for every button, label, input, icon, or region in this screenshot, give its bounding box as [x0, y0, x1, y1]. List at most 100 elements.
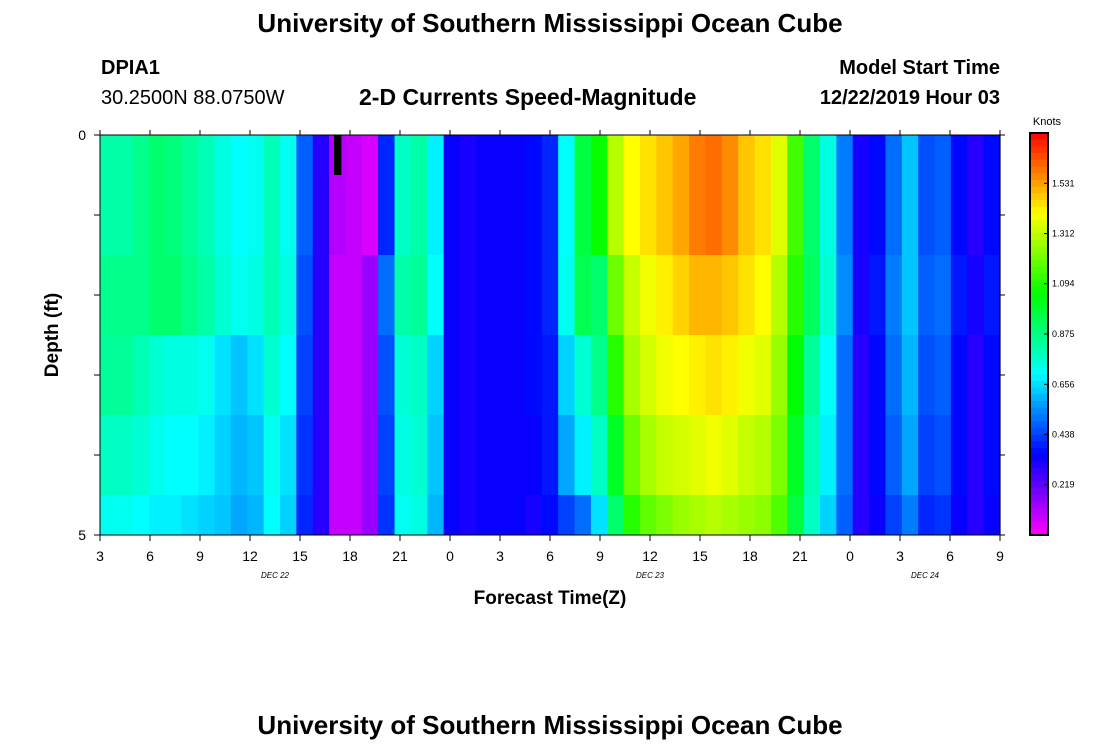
colorbar-swatch: [1030, 334, 1048, 342]
x-tick-label: 3: [96, 548, 104, 564]
heatmap-cell: [132, 415, 150, 495]
heatmap-cell: [901, 255, 919, 335]
heatmap-cell: [492, 415, 510, 495]
missing-data-cell: [334, 135, 342, 175]
station-id: DPIA1: [101, 57, 160, 79]
heatmap-cell: [901, 415, 919, 495]
heatmap-cell: [640, 135, 657, 255]
x-tick-label: 15: [292, 548, 308, 564]
heatmap-cell: [836, 135, 854, 255]
heatmap-cell: [934, 135, 952, 255]
heatmap-cell: [590, 415, 608, 495]
heatmap-cell: [950, 135, 968, 255]
heatmap-cell: [705, 135, 723, 255]
heatmap-cell: [214, 335, 232, 415]
heatmap-cell: [427, 255, 445, 335]
heatmap-cell: [329, 135, 347, 255]
heatmap-cell: [165, 135, 183, 255]
heatmap-cell: [623, 495, 641, 535]
heatmap-cell: [918, 495, 936, 535]
heatmap-cell: [460, 415, 477, 495]
heatmap-cell: [100, 135, 117, 255]
heatmap-cell: [574, 495, 592, 535]
heatmap-cell: [263, 335, 281, 415]
heatmap-cell: [770, 255, 788, 335]
colorbar-swatch: [1030, 468, 1048, 476]
colorbar-swatch: [1030, 488, 1048, 496]
heatmap-cell: [525, 135, 543, 255]
colorbar-swatch: [1030, 407, 1048, 415]
station-coordinates: 30.2500N 88.0750W: [101, 87, 285, 109]
heatmap-cell: [967, 415, 985, 495]
heatmap-cell: [149, 255, 167, 335]
heatmap-cell: [754, 335, 772, 415]
heatmap-cell: [820, 135, 837, 255]
heatmap-cell: [263, 415, 281, 495]
colorbar-tick-label: 1.094: [1052, 279, 1075, 289]
heatmap-cell: [541, 255, 559, 335]
heatmap-cell: [263, 495, 281, 535]
heatmap-cell: [934, 415, 952, 495]
heatmap-cell: [361, 495, 379, 535]
colorbar-swatch: [1030, 226, 1048, 235]
heatmap-cell: [230, 335, 248, 415]
heatmap-cell: [312, 495, 330, 535]
x-tick-label: 18: [742, 548, 758, 564]
heatmap-cell: [263, 255, 281, 335]
colorbar-swatch: [1030, 313, 1048, 322]
colorbar-unit: Knots: [1033, 116, 1062, 128]
chart-subtitle: 2-D Currents Speed-Magnitude: [359, 84, 697, 110]
heatmap-cell: [738, 415, 756, 495]
heatmap-cell: [656, 135, 674, 255]
heatmap-cell: [590, 135, 608, 255]
heatmap-cell: [541, 135, 559, 255]
heatmap-cell: [198, 495, 216, 535]
heatmap-cell: [149, 335, 167, 415]
heatmap-cell: [116, 415, 134, 495]
colorbar-swatch: [1030, 139, 1048, 147]
heatmap-cell: [640, 495, 657, 535]
heatmap-cell: [296, 495, 314, 535]
heatmap-cell: [214, 135, 232, 255]
model-start-label: Model Start Time: [839, 57, 1000, 79]
heatmap-cell: [427, 135, 445, 255]
heatmap-cell: [345, 495, 363, 535]
heatmap-cell: [492, 135, 510, 255]
colorbar-swatch: [1030, 441, 1048, 449]
heatmap-cell: [476, 255, 494, 335]
heatmap-cell: [672, 335, 690, 415]
heatmap-cell: [918, 135, 936, 255]
heatmap-cell: [558, 135, 576, 255]
heatmap-cell: [770, 495, 788, 535]
heatmap-cell: [492, 335, 510, 415]
heatmap-cell: [623, 255, 641, 335]
colorbar-swatch: [1030, 300, 1048, 308]
heatmap-cell: [476, 495, 494, 535]
heatmap-cell: [607, 335, 625, 415]
heatmap-cell: [280, 135, 297, 255]
heatmap-cell: [689, 415, 707, 495]
heatmap-cell: [165, 255, 183, 335]
heatmap-cell: [770, 415, 788, 495]
colorbar-swatch: [1030, 260, 1048, 268]
heatmap-cell: [312, 255, 330, 335]
heatmap-cell: [869, 255, 887, 335]
heatmap-cell: [820, 255, 837, 335]
heatmap-cell: [541, 495, 559, 535]
colorbar-swatch: [1030, 213, 1048, 221]
colorbar-swatch: [1030, 327, 1048, 335]
heatmap-cell: [607, 255, 625, 335]
heatmap-cell: [214, 415, 232, 495]
heatmap-cell: [738, 255, 756, 335]
colorbar-swatch: [1030, 360, 1048, 369]
x-tick-label: 9: [196, 548, 204, 564]
heatmap-cell: [721, 335, 739, 415]
heatmap-cell: [149, 135, 167, 255]
heatmap-cell: [705, 495, 723, 535]
heatmap-cell: [345, 415, 363, 495]
heatmap-cell: [427, 415, 445, 495]
heatmap-cell: [607, 415, 625, 495]
heatmap-cell: [672, 495, 690, 535]
heatmap-cell: [689, 335, 707, 415]
